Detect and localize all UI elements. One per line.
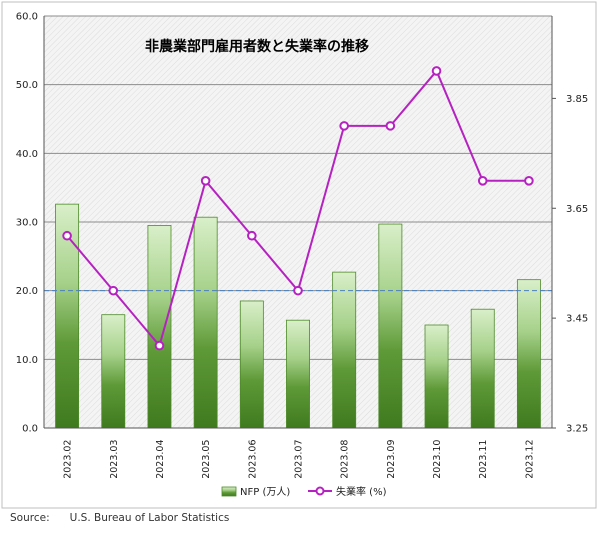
bar-series <box>55 203 541 429</box>
y-axis-right-ticks: 3.25 3.45 3.65 3.85 <box>552 94 588 435</box>
y-right-tick-label: 3.45 <box>566 314 588 325</box>
point-2023.09 <box>385 121 396 131</box>
point-2023.08 <box>339 121 349 131</box>
bar-2023.11 <box>470 308 495 429</box>
bar-2023.04 <box>147 225 172 429</box>
point-2023.05 <box>200 176 211 186</box>
bar-2023.12 <box>516 279 541 429</box>
source-label: Source: <box>10 512 50 524</box>
y-left-tick-label: 20.0 <box>16 286 38 297</box>
point-2023.03 <box>108 285 119 296</box>
point-2023.10 <box>431 66 442 76</box>
y-left-tick-label: 40.0 <box>16 149 38 160</box>
x-tick-label: 2023.11 <box>478 440 489 479</box>
source-text: U.S. Bureau of Labor Statistics <box>69 512 230 524</box>
point-2023.07 <box>293 285 303 296</box>
x-tick-label: 2023.04 <box>155 440 166 479</box>
source-note: Source: U.S. Bureau of Labor Statistics <box>10 512 229 524</box>
bar-2023.06 <box>239 300 264 429</box>
legend-line-label: 失業率 (%) <box>336 485 387 498</box>
y-right-tick-label: 3.85 <box>566 94 588 105</box>
chart-title: 非農業部門雇用者数と失業率の推移 <box>145 38 369 55</box>
point-2023.02 <box>62 230 72 241</box>
legend-line-marker <box>315 486 325 496</box>
legend-bar-swatch <box>221 486 237 497</box>
x-axis-ticks: 2023.02 2023.03 2023.04 2023.05 2023.06 2023.… <box>63 440 536 479</box>
y-axis-left-ticks: 0.0 10.0 20.0 30.0 40.0 50.0 60.0 <box>16 12 38 435</box>
y-right-tick-label: 3.25 <box>566 424 588 435</box>
bar-2023.10 <box>424 324 449 429</box>
y-left-tick-label: 30.0 <box>16 218 38 229</box>
x-tick-label: 2023.09 <box>386 440 397 479</box>
point-2023.04 <box>154 340 165 351</box>
axes <box>43 16 553 429</box>
legend-bar-label: NFP (万人) <box>240 486 290 498</box>
x-tick-label: 2023.08 <box>340 440 351 479</box>
bar-2023.08 <box>332 271 357 429</box>
y-left-tick-label: 10.0 <box>16 355 38 366</box>
bar-2023.09 <box>378 223 403 429</box>
bar-2023.05 <box>193 216 218 429</box>
nfp-unemployment-chart: 0.0 10.0 20.0 30.0 40.0 50.0 60.0 3.25 3.45 3.65… <box>1 1 597 509</box>
point-2023.12 <box>524 176 534 186</box>
x-tick-label: 2023.02 <box>63 440 74 479</box>
x-tick-label: 2023.03 <box>109 440 120 479</box>
point-2023.11 <box>477 176 488 186</box>
x-tick-label: 2023.12 <box>524 440 535 479</box>
bar-2023.07 <box>286 319 310 429</box>
x-tick-label: 2023.05 <box>201 440 212 479</box>
y-left-tick-label: 0.0 <box>22 424 38 435</box>
x-tick-label: 2023.06 <box>247 440 258 479</box>
line-series <box>62 66 534 351</box>
y-left-tick-label: 50.0 <box>16 80 38 91</box>
y-right-tick-label: 3.65 <box>566 204 588 215</box>
bar-2023.03 <box>101 314 126 429</box>
legend: NFP (万人) 失業率 (%) <box>221 485 387 498</box>
x-tick-label: 2023.07 <box>294 440 305 479</box>
y-left-tick-label: 60.0 <box>16 12 38 23</box>
x-tick-label: 2023.10 <box>432 440 443 479</box>
point-2023.06 <box>247 230 257 241</box>
